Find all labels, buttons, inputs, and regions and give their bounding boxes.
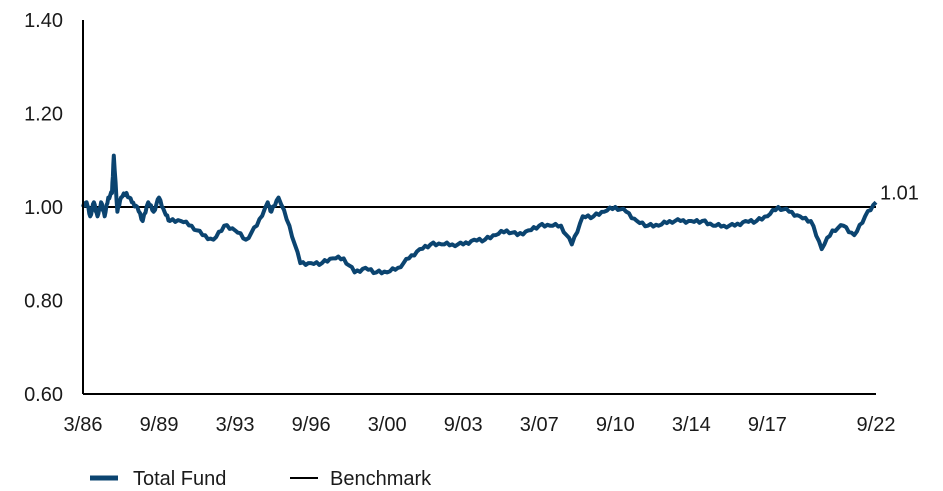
x-tick-label: 3/00 (368, 414, 407, 436)
y-axis-tick-labels: 0.60 0.80 1.00 1.20 1.40 (24, 10, 63, 406)
x-tick-label: 3/93 (216, 414, 255, 436)
x-tick-label: 3/86 (64, 414, 103, 436)
x-tick-label: 9/17 (748, 414, 787, 436)
x-axis-tick-labels: 3/86 9/89 3/93 9/96 3/00 9/03 3/07 9/10 3/14 9/17… (64, 414, 896, 436)
legend-label-total-fund: Total Fund (133, 468, 226, 490)
y-tick-label: 0.80 (24, 291, 63, 313)
y-tick-label: 1.20 (24, 104, 63, 126)
series-line-total-fund (81, 153, 878, 276)
legend-label-benchmark: Benchmark (330, 468, 432, 490)
x-tick-label: 3/07 (520, 414, 559, 436)
x-tick-label: 9/89 (140, 414, 179, 436)
x-tick-label: 3/14 (672, 414, 711, 436)
x-tick-label: 9/10 (596, 414, 635, 436)
legend: Total Fund Benchmark (90, 468, 432, 490)
y-tick-label: 1.40 (24, 10, 63, 32)
y-tick-label: 0.60 (24, 384, 63, 406)
end-value-label: 1.01 (880, 182, 919, 204)
x-tick-label: 9/96 (292, 414, 331, 436)
x-tick-label: 9/03 (444, 414, 483, 436)
x-tick-label: 9/22 (857, 414, 896, 436)
y-tick-label: 1.00 (24, 197, 63, 219)
